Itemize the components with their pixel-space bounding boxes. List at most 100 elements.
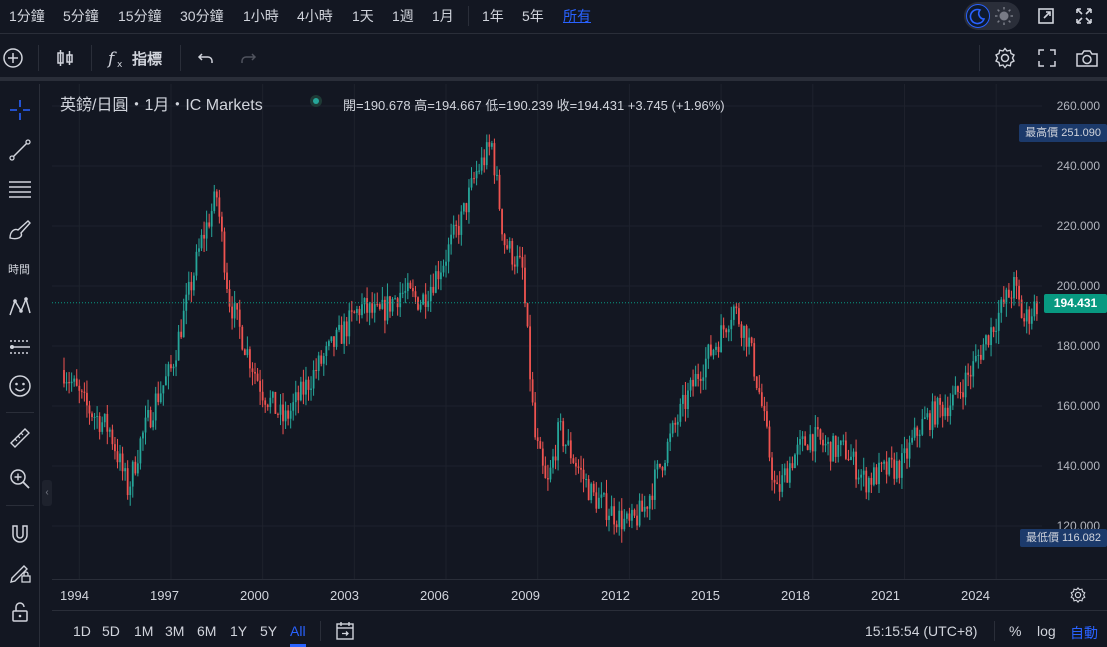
magnet-icon[interactable] [6,520,34,548]
candle-body [549,467,552,480]
redo-icon[interactable] [236,46,260,70]
interval-30m[interactable]: 30分鐘 [180,8,224,24]
interval-1y[interactable]: 1年 [482,8,504,24]
chart-pane[interactable]: 260.000 最高價 251.090 240.000 220.000 200.… [52,84,1107,609]
interval-1h[interactable]: 1小時 [243,8,279,24]
candle-body [850,456,852,460]
time-axis[interactable]: 1994 1997 2000 2003 2006 2009 2012 2015 … [52,579,1107,609]
brush-icon[interactable] [6,215,34,243]
candle-body [687,390,689,410]
symbol-title[interactable]: 英鎊/日圓・1月・IC Markets [60,97,263,114]
interval-1mo[interactable]: 1月 [432,8,454,24]
fullscreen-icon[interactable] [1035,46,1059,70]
candle-body [103,413,106,423]
collapse-toolbar-chevron-icon[interactable]: ‹ [42,480,52,506]
range-1d[interactable]: 1D [73,623,91,639]
crosshair-icon[interactable] [6,96,34,124]
candle-body [1030,316,1033,324]
candle-body [475,170,478,179]
interval-5m[interactable]: 5分鐘 [63,8,99,24]
interval-1w[interactable]: 1週 [392,8,414,24]
interval-15m[interactable]: 15分鐘 [118,8,162,24]
candle-body [460,211,463,235]
popout-icon[interactable] [1036,6,1056,26]
candle-body [653,469,656,500]
range-1y[interactable]: 1Y [230,623,248,639]
candle-body [310,388,312,390]
candle-style-icon[interactable] [53,46,77,70]
candle-body [776,482,779,485]
range-6m[interactable]: 6M [197,623,217,639]
auto-scale-toggle[interactable]: 自動 [1070,625,1098,641]
candle-body [918,434,921,436]
candle-body [243,349,246,356]
fib-retracement-icon[interactable] [6,175,34,203]
candle-body [322,356,325,364]
candle-body [992,327,995,332]
candle-body [333,336,335,347]
theme-toggle[interactable] [964,2,1020,30]
settings-gear-icon[interactable] [993,46,1017,70]
chart-grid [52,84,1042,579]
candle-body [878,462,880,485]
candle-body [198,248,200,252]
interval-1m[interactable]: 1分鐘 [9,8,45,24]
fullscreen-expand-icon[interactable] [1074,6,1094,26]
candle-body [496,174,498,176]
lock-pencil-icon[interactable] [6,558,34,586]
ruler-icon[interactable] [6,424,34,452]
candle-body [547,478,549,480]
candle-body [195,251,198,276]
axis-settings-gear-icon[interactable] [1069,586,1087,604]
candle-body [783,468,786,476]
emoji-icon[interactable] [6,372,34,400]
percent-scale-toggle[interactable]: % [1009,623,1022,639]
interval-5y[interactable]: 5年 [522,8,544,24]
range-3m[interactable]: 3M [165,623,185,639]
price-chart[interactable] [52,84,1107,579]
candle-body [516,255,519,267]
candle-body [256,373,259,381]
range-1m[interactable]: 1M [134,623,154,639]
pattern-icon[interactable] [6,293,34,321]
candle-body [292,402,295,411]
candle-body [720,325,722,353]
candle-body [860,474,863,478]
undo-icon[interactable] [194,46,218,70]
indicators-button[interactable]: 指標 [132,51,163,68]
range-5d[interactable]: 5D [102,623,120,639]
log-scale-toggle[interactable]: log [1037,623,1056,639]
add-symbol-icon[interactable] [1,46,25,70]
candle-body [618,510,621,528]
time-tool-label[interactable]: 時間 [8,264,30,276]
candle-body [86,392,88,406]
zoom-in-icon[interactable] [6,465,34,493]
candle-body [116,451,119,463]
candle-body [218,197,221,217]
projection-icon[interactable] [6,333,34,361]
candle-body [167,364,170,377]
candle-body [384,299,386,321]
candle-body [997,312,1000,331]
clock-timezone[interactable]: 15:15:54 (UTC+8) [865,623,978,639]
trend-line-icon[interactable] [6,136,34,164]
time-axis-label: 2009 [511,588,540,603]
camera-icon[interactable] [1074,46,1098,70]
price-axis-label: 200.000 [1056,279,1100,293]
price-axis-label: 180.000 [1056,339,1100,353]
candle-body [995,330,998,332]
candle-body [432,286,435,293]
candle-body [213,191,216,212]
candle-body [315,370,318,372]
candle-body [284,410,287,422]
unlock-icon[interactable] [6,598,34,626]
interval-all[interactable]: 所有 [563,8,591,24]
candle-body [70,381,73,384]
interval-4h[interactable]: 4小時 [297,8,333,24]
range-5y[interactable]: 5Y [260,623,278,639]
interval-1d[interactable]: 1天 [352,8,374,24]
calendar-goto-icon[interactable] [334,620,356,642]
candle-body [152,420,155,428]
range-all[interactable]: All [290,623,306,639]
